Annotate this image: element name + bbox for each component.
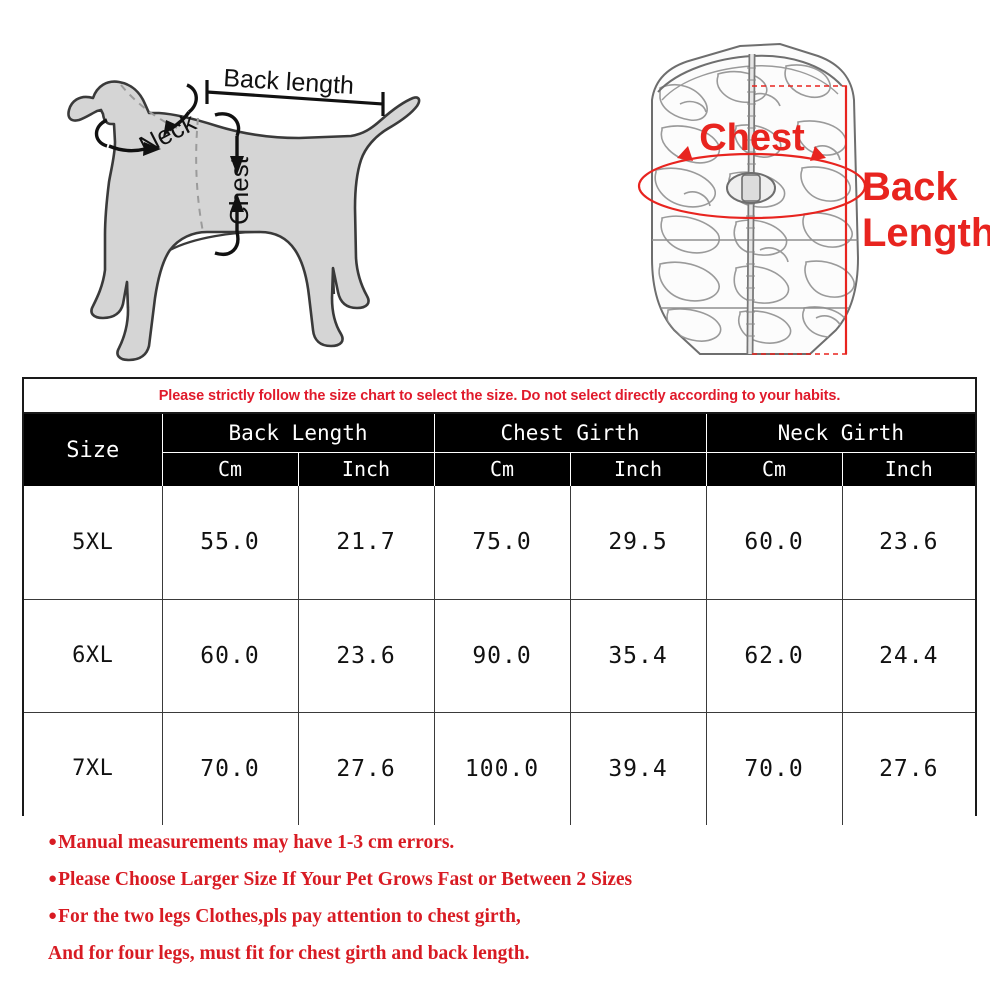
neck-arrow	[94, 83, 198, 156]
size-chart-table: Size Back Length Chest Girth Neck Girth …	[24, 414, 976, 825]
bullet-icon: ●	[48, 908, 58, 924]
chest-label-jacket: Chest	[699, 117, 805, 159]
table-row: 5XL 55.0 21.7 75.0 29.5 60.0 23.6	[24, 486, 976, 600]
table-row: 7XL 70.0 27.6 100.0 39.4 70.0 27.6	[24, 711, 976, 825]
cell-chest-cm: 90.0	[433, 598, 571, 713]
note-text: For the two legs Clothes,pls pay attenti…	[58, 906, 521, 927]
dog-jacket-photo: Chest Back Length	[600, 18, 995, 378]
back-length-label-line1: Back	[862, 165, 958, 209]
dog-diagram-svg: Back length Neck	[67, 64, 421, 362]
rear-leg-inner-line	[331, 267, 336, 295]
table-header-row-groups: Size Back Length Chest Girth Neck Girth	[24, 414, 976, 486]
cell-size: 6XL	[24, 598, 163, 713]
column-header-back-inch: Inch	[297, 451, 435, 486]
back-length-annotation	[752, 85, 850, 355]
column-header-back-length: Back Length	[161, 414, 435, 453]
size-chart-notice: Please strictly follow the size chart to…	[24, 379, 975, 414]
column-header-neck-inch: Inch	[841, 451, 976, 486]
table-body: 5XL 55.0 21.7 75.0 29.5 60.0 23.6 6XL 60…	[24, 486, 976, 825]
dog-measurement-diagram: Back length Neck	[45, 10, 475, 370]
camouflage-pattern	[654, 64, 855, 344]
cell-back-cm: 60.0	[161, 598, 299, 713]
column-header-chest-inch: Inch	[569, 451, 707, 486]
illustration-area: Back length Neck	[0, 0, 1000, 377]
cell-neck-cm: 60.0	[705, 486, 843, 600]
table-header-row-units: Cm Inch Cm Inch Cm Inch	[24, 451, 976, 486]
cell-chest-cm: 100.0	[433, 711, 571, 825]
column-header-chest-cm: Cm	[433, 451, 571, 486]
jacket-zipper	[726, 53, 776, 355]
column-header-size: Size	[24, 414, 163, 486]
cell-chest-inch: 35.4	[569, 598, 707, 713]
column-header-neck-cm: Cm	[705, 451, 843, 486]
chest-arrowheads	[677, 146, 826, 161]
column-header-back-cm: Cm	[161, 451, 299, 486]
cell-chest-cm: 75.0	[433, 486, 571, 600]
cell-chest-inch: 39.4	[569, 711, 707, 825]
cell-back-cm: 70.0	[161, 711, 299, 825]
chest-label: Chest	[224, 156, 254, 225]
column-header-chest-girth: Chest Girth	[433, 414, 707, 453]
front-leg-inner-line	[125, 281, 130, 309]
notice-text: Please strictly follow the size chart to…	[158, 387, 841, 404]
bullet-icon: ●	[48, 834, 58, 850]
cell-back-inch: 21.7	[297, 486, 435, 600]
cell-neck-cm: 62.0	[705, 598, 843, 713]
cell-back-inch: 23.6	[297, 598, 435, 713]
cell-chest-inch: 29.5	[569, 486, 707, 600]
column-header-neck-girth: Neck Girth	[705, 414, 976, 453]
size-chart-table-container: Please strictly follow the size chart to…	[22, 377, 977, 825]
table-header: Size Back Length Chest Girth Neck Girth …	[24, 414, 976, 486]
cell-size: 7XL	[24, 711, 163, 825]
back-length-measure	[205, 80, 385, 116]
note-line: ●Please Choose Larger Size If Your Pet G…	[48, 861, 948, 898]
bullet-icon: ●	[48, 871, 58, 887]
note-text: Manual measurements may have 1-3 cm erro…	[58, 832, 455, 853]
neck-dashed-guide	[120, 84, 178, 129]
note-text: And for four legs, must fit for chest gi…	[48, 943, 530, 964]
note-line: ●For the two legs Clothes,pls pay attent…	[48, 898, 948, 935]
cell-size: 5XL	[24, 486, 163, 600]
chest-ellipse-annotation	[637, 152, 867, 220]
dog-silhouette	[67, 80, 421, 362]
jacket-svg: Chest Back Length	[637, 42, 995, 355]
belly-line	[169, 230, 261, 251]
chest-dashed-guide	[195, 117, 204, 233]
footer-notes: ●Manual measurements may have 1-3 cm err…	[48, 824, 948, 972]
cell-neck-inch: 27.6	[841, 711, 976, 825]
cell-back-inch: 27.6	[297, 711, 435, 825]
chest-arrow	[214, 112, 244, 256]
note-text: Please Choose Larger Size If Your Pet Gr…	[58, 869, 633, 890]
back-length-label-line2: Length	[862, 211, 990, 255]
note-line: And for four legs, must fit for chest gi…	[48, 935, 948, 972]
cell-neck-cm: 70.0	[705, 711, 843, 825]
note-line: ●Manual measurements may have 1-3 cm err…	[48, 824, 948, 861]
cell-neck-inch: 24.4	[841, 598, 976, 713]
cell-back-cm: 55.0	[161, 486, 299, 600]
cell-neck-inch: 23.6	[841, 486, 976, 600]
table-row: 6XL 60.0 23.6 90.0 35.4 62.0 24.4	[24, 598, 976, 713]
